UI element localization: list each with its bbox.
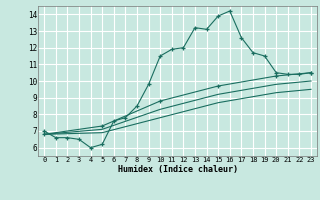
X-axis label: Humidex (Indice chaleur): Humidex (Indice chaleur) [118,165,238,174]
